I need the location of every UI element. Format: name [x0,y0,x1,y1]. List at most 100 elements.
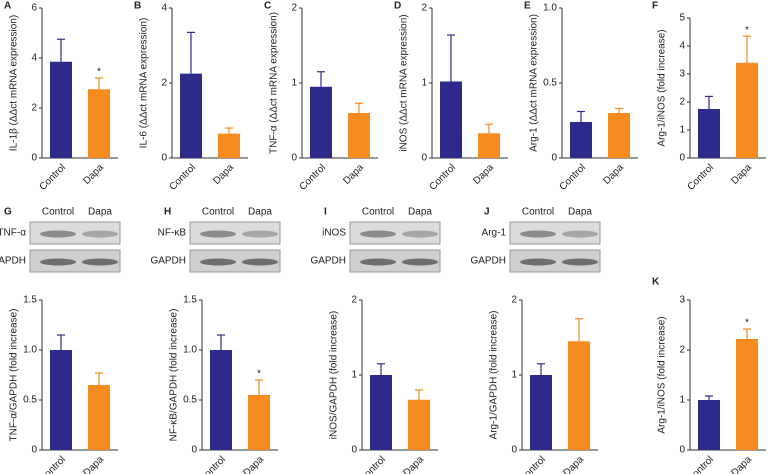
x-tick-label: Dapa [81,162,106,187]
x-tick-label: Control [685,454,716,474]
panel-letter: E [524,1,531,12]
blot-signal [520,258,556,266]
x-tick-label: Dapa [729,454,754,474]
bar [608,113,630,158]
panel-letter: G [4,207,12,218]
y-tick-label: 3 [679,69,685,80]
blot-signal [82,258,118,266]
blot-band-label: TNF-α [0,228,26,239]
blot-signal [200,258,236,266]
blot-column-label: Dapa [568,207,592,218]
bar [180,73,202,158]
significance-mark: * [97,67,101,78]
y-tick-label: 2 [511,295,517,306]
bar [210,350,232,450]
y-axis-label: TNF-α/GAPDH (fold increase) [9,308,20,441]
y-tick-label: 6 [31,3,37,14]
bar [218,133,240,158]
x-tick-label: Control [37,454,68,474]
y-tick-label: 2 [31,103,37,114]
panel-letter: K [652,277,660,288]
y-tick-label: 0 [511,445,517,456]
blot-column-label: Control [202,207,234,218]
y-axis-label: Arg-1 (ΔΔct mRNA expression) [529,14,540,152]
panel-letter: D [394,1,401,12]
y-axis-label: TNF-α (ΔΔct mRNA expression) [269,12,280,154]
panel-letter: C [264,1,271,12]
panel-letter: B [134,1,141,12]
blot-column-label: Control [42,207,74,218]
blot-signal [360,230,396,238]
x-tick-label: Dapa [81,454,106,474]
y-tick-label: 2 [161,78,167,89]
blot-band-label: GAPDH [150,256,186,267]
bar [698,400,720,450]
significance-mark: * [257,369,261,380]
bar [736,62,758,158]
y-tick-label: 0 [31,153,37,164]
blot-column-label: Dapa [248,207,272,218]
y-tick-label: 2 [421,3,427,14]
x-tick-label: Control [357,454,388,474]
blot-band-label: NF-κB [158,228,187,239]
x-tick-label: Control [167,162,198,193]
blot-column-label: Control [522,207,554,218]
y-tick-label: 0.5 [543,78,557,89]
x-tick-label: Dapa [729,162,754,187]
y-tick-label: 2 [351,295,357,306]
bar [88,385,110,450]
x-tick-label: Control [197,454,228,474]
blot-signal [242,258,278,266]
x-tick-label: Dapa [241,454,266,474]
y-tick-label: 4 [679,41,685,52]
x-tick-label: Dapa [211,162,236,187]
bar [310,86,332,158]
x-tick-label: Control [517,454,548,474]
y-tick-label: 1.5 [23,295,37,306]
bar [698,109,720,158]
y-axis-label: iNOS (ΔΔct mRNA expression) [399,14,410,151]
y-tick-label: 1 [511,370,517,381]
y-tick-label: 1 [421,78,427,89]
bar [248,395,270,450]
bar [348,113,370,158]
bar [736,339,758,450]
bar [88,89,110,158]
y-tick-label: 0 [291,153,297,164]
y-tick-label: 2 [291,3,297,14]
x-tick-label: Control [297,162,328,193]
x-tick-label: Dapa [561,454,586,474]
bar [530,375,552,450]
panel-letter: H [164,207,171,218]
bar [50,61,72,158]
blot-column-label: Dapa [408,207,432,218]
y-tick-label: 0 [191,445,197,456]
panel-letter: F [652,1,658,12]
y-tick-label: 0 [351,445,357,456]
y-tick-label: 0 [679,445,685,456]
blot-signal [82,230,118,238]
bar [408,399,430,450]
y-tick-label: 0 [161,153,167,164]
significance-mark: * [745,25,749,36]
x-tick-label: Dapa [601,162,626,187]
y-axis-label: NF-κB/GAPDH (fold increase) [169,309,180,442]
y-tick-label: 1.0 [23,345,37,356]
y-tick-label: 0.5 [23,395,37,406]
bar [570,122,592,158]
blot-signal [520,230,556,238]
blot-column-label: Control [362,207,394,218]
x-tick-label: Dapa [471,162,496,187]
y-axis-label: IL-1β (ΔΔct mRNA expression) [9,15,20,151]
x-tick-label: Control [685,162,716,193]
y-tick-label: 1 [291,78,297,89]
blot-band-label: GAPDH [0,256,26,267]
significance-mark: * [745,318,749,329]
y-tick-label: 5 [679,13,685,24]
y-axis-label: Arg-1/iNOS (fold increase) [657,316,668,433]
bar [440,81,462,158]
blot-band-label: GAPDH [470,256,506,267]
y-tick-label: 2 [679,345,685,356]
bar [478,133,500,158]
